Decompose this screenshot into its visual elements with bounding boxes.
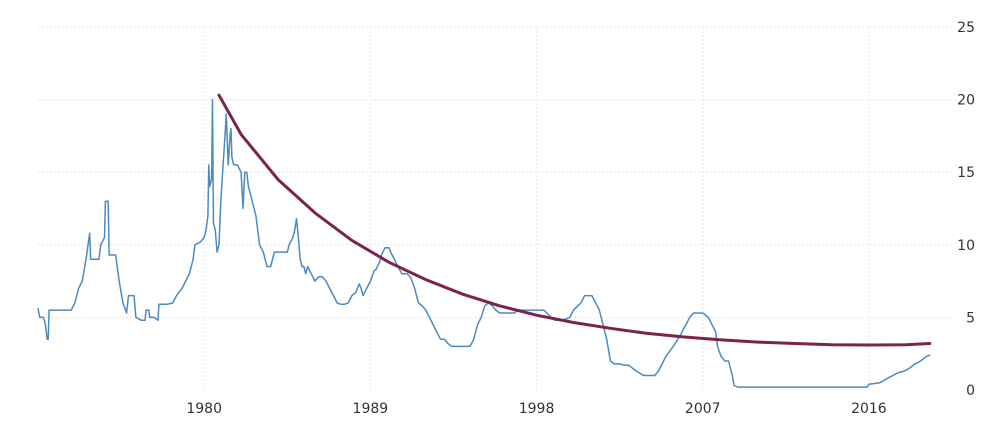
y-tick-label: 10 [957,238,975,254]
x-tick-label: 1980 [186,401,222,417]
x-tick-label: 2016 [851,401,887,417]
y-tick-label: 20 [957,93,975,109]
series-group [37,93,932,388]
gridlines [38,26,952,390]
x-tick-label: 1998 [519,401,555,417]
x-tick-label: 2007 [685,401,721,417]
x-tick-label: 1989 [353,401,389,417]
trend-line [217,93,932,347]
y-tick-label: 0 [966,383,975,399]
y-tick-label: 5 [966,310,975,326]
y-tick-label: 15 [957,165,975,181]
y-axis: 0 5 10 15 20 25 [957,20,975,399]
x-axis: 1980 1989 1998 2007 2016 [186,401,886,417]
rate-series-line [37,98,931,388]
y-tick-label: 25 [957,20,975,36]
